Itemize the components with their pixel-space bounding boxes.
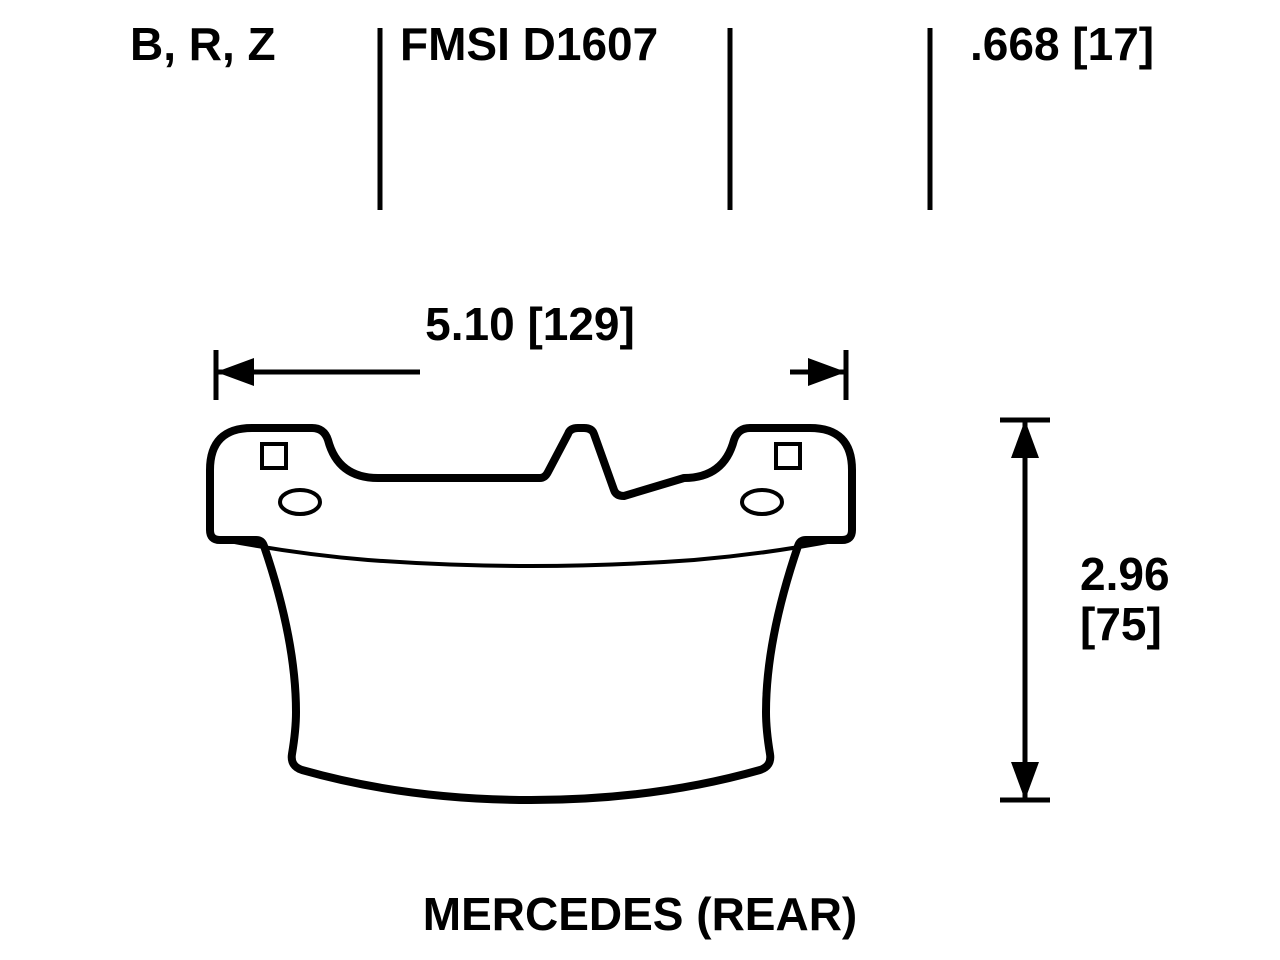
header-cell-2: FMSI D1607 xyxy=(400,18,658,70)
pad-outline xyxy=(210,428,852,800)
height-dim-arrow-top xyxy=(1011,420,1039,458)
pad-hole-ellipse-right xyxy=(742,490,782,514)
height-dim-label-1: 2.96 xyxy=(1080,548,1170,600)
brake-pad xyxy=(210,428,852,800)
pad-hole-square-right xyxy=(776,444,800,468)
pad-hole-square-left xyxy=(262,444,286,468)
width-dim-label: 5.10 [129] xyxy=(425,298,635,350)
header-cell-4: .668 [17] xyxy=(970,18,1154,70)
pad-hole-ellipse-left xyxy=(280,490,320,514)
width-dim-arrow-right xyxy=(808,358,846,386)
width-dim-arrow-left xyxy=(216,358,254,386)
pad-midline xyxy=(224,540,838,566)
diagram-canvas: B, R, Z FMSI D1607 .668 [17] 5.10 [129] … xyxy=(0,0,1280,960)
width-dimension: 5.10 [129] xyxy=(216,298,846,400)
header-cell-1: B, R, Z xyxy=(130,18,276,70)
height-dim-arrow-bot xyxy=(1011,762,1039,800)
height-dim-label-2: [75] xyxy=(1080,598,1162,650)
height-dimension: 2.96 [75] xyxy=(1000,420,1170,800)
footer-label: MERCEDES (REAR) xyxy=(423,888,857,940)
